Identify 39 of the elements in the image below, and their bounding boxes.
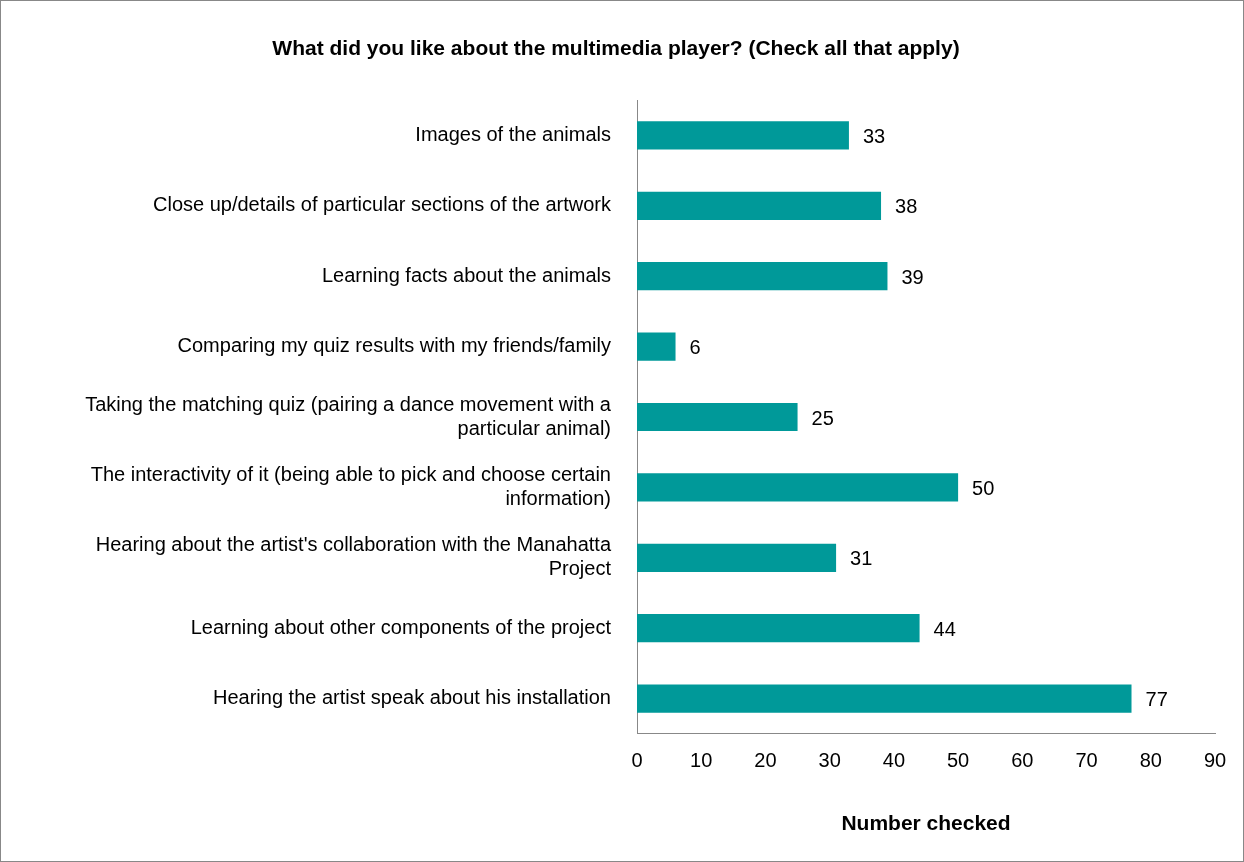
x-tick-label: 70 bbox=[1075, 749, 1098, 772]
bar bbox=[637, 543, 837, 572]
x-tick-label: 40 bbox=[882, 749, 906, 772]
y-tick-label: The interactivity of it (being able to pick and choose certain information) bbox=[90, 462, 611, 509]
bar bbox=[637, 121, 849, 150]
y-tick-label: Images of the animals bbox=[415, 122, 611, 145]
y-tick-label: Learning facts about the animals bbox=[321, 263, 611, 286]
data-label: 50 bbox=[972, 476, 995, 499]
y-tick-label: Taking the matching quiz (pairing a dance movement with a particular animal) bbox=[85, 392, 612, 439]
y-tick-label: Learning about other components of the project bbox=[190, 615, 612, 638]
data-label: 44 bbox=[933, 617, 956, 640]
x-tick-label: 0 bbox=[631, 749, 643, 772]
y-tick-label: Hearing about the artist's collaboration with the Manahatta Project bbox=[95, 533, 612, 580]
x-tick-label: 30 bbox=[818, 749, 841, 772]
data-label: 25 bbox=[811, 406, 834, 429]
x-tick-label: 80 bbox=[1139, 749, 1162, 772]
bar bbox=[637, 262, 888, 291]
bar bbox=[637, 684, 1132, 713]
y-tick-label: Close up/details of particular sections of the artwork bbox=[153, 193, 612, 216]
bar bbox=[637, 402, 798, 432]
bar bbox=[637, 473, 959, 502]
y-tick-label: Hearing the artist speak about his installation bbox=[212, 686, 611, 709]
data-label: 6 bbox=[689, 336, 701, 359]
chart-title: What did you like about the multimedia player? (Check all that apply) bbox=[272, 36, 960, 60]
x-tick-label: 50 bbox=[946, 749, 970, 772]
x-tick-label: 10 bbox=[690, 749, 713, 772]
data-label: 39 bbox=[901, 265, 924, 288]
data-label: 38 bbox=[895, 195, 918, 218]
x-tick-label: 90 bbox=[1203, 749, 1227, 772]
bar bbox=[637, 332, 676, 361]
data-label: 33 bbox=[862, 124, 886, 147]
y-tick-label: Comparing my quiz results with my friends/family bbox=[177, 334, 611, 357]
data-label: 77 bbox=[1145, 688, 1168, 711]
bar bbox=[637, 191, 882, 220]
data-label: 31 bbox=[850, 547, 873, 570]
x-tick-label: 20 bbox=[754, 749, 777, 772]
x-axis-title: Number checked bbox=[841, 811, 1011, 835]
x-tick-label: 60 bbox=[1011, 749, 1034, 772]
bar bbox=[637, 614, 920, 643]
